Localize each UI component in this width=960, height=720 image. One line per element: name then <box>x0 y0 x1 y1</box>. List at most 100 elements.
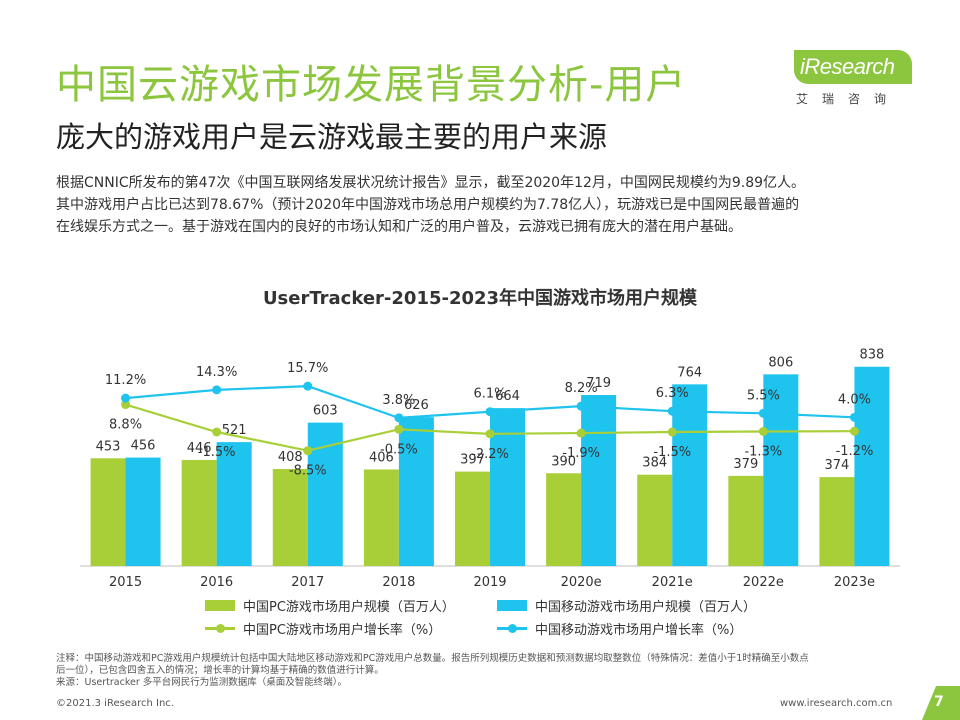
chart-title: UserTracker-2015-2023年中国游戏市场用户规模 <box>262 288 698 309</box>
bar-mobile <box>763 374 799 566</box>
pc-growth-point <box>758 426 768 436</box>
legend-item-mobile-scale: 中国移动游戏市场用户规模（百万人） <box>497 596 756 615</box>
bar-label-pc: 408 <box>278 450 303 465</box>
note-line: 注释：中国移动游戏和PC游戏用户规模统计包括中国大陆地区移动游戏和PC游戏用户总… <box>56 653 809 664</box>
legend-label: 中国移动游戏市场用户增长率（%） <box>535 623 743 638</box>
legend-label: 中国移动游戏市场用户规模（百万人） <box>535 600 757 615</box>
bar-mobile <box>398 417 434 566</box>
legend-label: 中国PC游戏市场用户规模（百万人） <box>243 600 455 615</box>
logo-cn-text: 艾瑞咨询 <box>796 92 901 106</box>
legend-label: 中国PC游戏市场用户增长率（%） <box>243 623 442 638</box>
legend-swatch <box>205 600 235 611</box>
mobile-growth-point <box>849 412 859 422</box>
bar-label-mobile: 764 <box>677 365 702 380</box>
note-line: 后一位），已包含四舍五入的情况；增长率的计算均基于精确的数值进行计算。 <box>56 665 384 676</box>
pc-growth-label: -0.5% <box>380 442 418 457</box>
x-tick-label: 2023e <box>834 575 875 590</box>
x-tick-label: 2015 <box>109 575 142 590</box>
legend-swatch <box>205 623 235 634</box>
bar-pc <box>455 471 490 566</box>
intro-line: 其中游戏用户占比已达到78.67%（预计2020年中国游戏市场总用户规模约为7.… <box>56 197 800 213</box>
legend-swatch <box>497 623 527 634</box>
source-line: 来源：Usertracker 多平台网民行为监测数据库（桌面及智能终端）。 <box>56 677 348 688</box>
pc-growth-label: -1.5% <box>198 445 236 460</box>
bar-label-mobile: 838 <box>860 348 885 363</box>
logo-text: iResearch <box>800 54 895 79</box>
mobile-growth-point <box>576 401 586 411</box>
mobile-growth-point <box>667 406 677 416</box>
x-tick-label: 2016 <box>200 575 233 590</box>
bar-label-pc: 453 <box>96 439 121 454</box>
pc-growth-point <box>303 446 313 456</box>
copyright-text: ©2021.3 iResearch Inc. <box>56 698 174 709</box>
bar-label-pc: 379 <box>733 457 758 472</box>
page-corner-decoration <box>922 686 960 720</box>
iresearch-logo: iResearch 艾瑞咨询 <box>794 50 912 108</box>
intro-line: 根据CNNIC所发布的第47次《中国互联网络发展状况统计报告》显示，截至2020… <box>56 175 806 191</box>
bar-label-mobile: 806 <box>768 355 793 370</box>
pc-growth-point <box>667 427 677 437</box>
mobile-growth-point <box>394 413 404 423</box>
pc-growth-label: -2.2% <box>471 447 509 462</box>
mobile-growth-label: 15.7% <box>287 361 328 376</box>
mobile-growth-point <box>758 408 768 418</box>
mobile-growth-label: 5.5% <box>747 388 780 403</box>
mobile-growth-point <box>121 393 131 403</box>
pc-growth-label: -8.5% <box>289 464 327 479</box>
bar-pc <box>546 473 582 566</box>
pc-growth-point <box>485 429 495 439</box>
user-scale-chart: 453 4562015446521201640860320174066262018… <box>80 348 900 590</box>
page-subtitle: 庞大的游戏用户是云游戏最主要的用户来源 <box>56 120 608 154</box>
bar-label-mobile: 603 <box>313 404 338 419</box>
bar-label-pc: 374 <box>825 458 850 473</box>
bar-label-mobile: 664 <box>495 389 520 404</box>
bar-mobile <box>854 366 890 566</box>
bar-label-pc: 446 <box>187 441 212 456</box>
bar-pc <box>363 469 399 566</box>
mobile-growth-point <box>212 385 222 395</box>
pc-growth-label: -1.9% <box>562 446 600 461</box>
x-tick-label: 2017 <box>291 575 324 590</box>
mobile-growth-label: 4.0% <box>838 392 871 407</box>
mobile-growth-label: 8.2% <box>565 381 598 396</box>
page-number: 7 <box>934 694 944 710</box>
pc-growth-point <box>394 424 404 434</box>
pc-growth-label: 8.8% <box>109 418 142 433</box>
logo-badge <box>794 50 912 84</box>
legend-item-mobile-growth: 中国移动游戏市场用户增长率（%） <box>497 619 742 638</box>
bar-pc <box>819 477 855 566</box>
pc-growth-point <box>121 400 131 410</box>
site-url: www.iresearch.com.cn <box>780 698 893 709</box>
pc-growth-label: -1.3% <box>744 444 782 459</box>
bar-label-mobile: 719 <box>586 376 611 391</box>
pc-growth-point <box>212 427 222 437</box>
page-title: 中国云游戏市场发展背景分析-用户 <box>56 62 687 108</box>
bar-pc <box>90 458 126 566</box>
x-tick-label: 2019 <box>473 575 506 590</box>
mobile-growth-label: 14.3% <box>196 365 237 380</box>
intro-paragraph: 根据CNNIC所发布的第47次《中国互联网络发展状况统计报告》显示，截至2020… <box>56 172 908 238</box>
bar-mobile <box>216 442 252 566</box>
chart-notes: 注释：中国移动游戏和PC游戏用户规模统计包括中国大陆地区移动游戏和PC游戏用户总… <box>56 653 916 689</box>
bar-mobile <box>490 408 525 566</box>
mobile-growth-label: 3.8% <box>382 393 415 408</box>
x-tick-label: 2018 <box>382 575 415 590</box>
bar-label-pc: 384 <box>642 456 667 471</box>
bar-label-pc: 390 <box>551 454 576 469</box>
legend-item-pc-growth: 中国PC游戏市场用户增长率（%） <box>205 619 441 638</box>
mobile-growth-point <box>485 407 495 417</box>
x-tick-label: 2021e <box>652 575 693 590</box>
bar-mobile <box>581 395 617 566</box>
bar-pc <box>181 459 217 566</box>
pc-growth-point <box>576 428 586 438</box>
bar-label-mobile: 626 <box>404 398 429 413</box>
legend-swatch <box>497 600 527 611</box>
mobile-growth-label: 6.3% <box>656 386 689 401</box>
bar-pc <box>637 474 673 566</box>
intro-line: 在线娱乐方式之一。基于游戏在国内的良好的市场认知和广泛的用户普及，云游戏已拥有庞… <box>56 219 742 235</box>
bar-label-pc: 397 <box>460 453 485 468</box>
mobile-growth-label: 11.2% <box>105 373 146 388</box>
bar-label-mobile: 456 <box>131 439 156 454</box>
bar-mobile <box>672 384 708 566</box>
bar-mobile <box>125 457 161 566</box>
